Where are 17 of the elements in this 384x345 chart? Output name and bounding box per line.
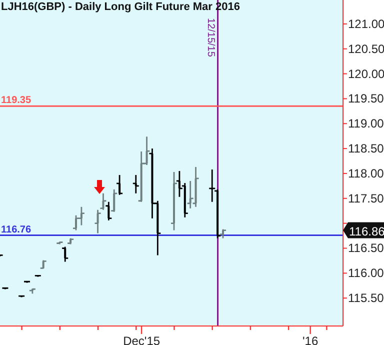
y-tick-label: 116.50 [348, 241, 384, 256]
ref-line-label: 119.35 [1, 95, 32, 106]
x-tick-label: '16 [302, 334, 318, 345]
y-tick-label: 121.00 [348, 16, 384, 31]
ref-line-label: 116.76 [1, 224, 32, 236]
x-tick-label: Dec'15 [123, 334, 160, 345]
y-tick-label: 116.00 [348, 266, 384, 280]
y-tick-label: 118.00 [348, 166, 384, 180]
ref-line-label: 12/15/15 [204, 18, 216, 58]
y-tick-label: 117.50 [348, 191, 384, 206]
y-tick-label: 120.50 [348, 42, 384, 56]
y-tick-label: 120.00 [348, 66, 384, 81]
y-tick-label: 118.50 [348, 142, 384, 156]
y-tick-label: 119.00 [348, 116, 384, 131]
y-tick-label: 115.50 [348, 291, 384, 306]
y-tick-label: 119.50 [348, 92, 384, 106]
text: 116.86 [349, 224, 384, 238]
